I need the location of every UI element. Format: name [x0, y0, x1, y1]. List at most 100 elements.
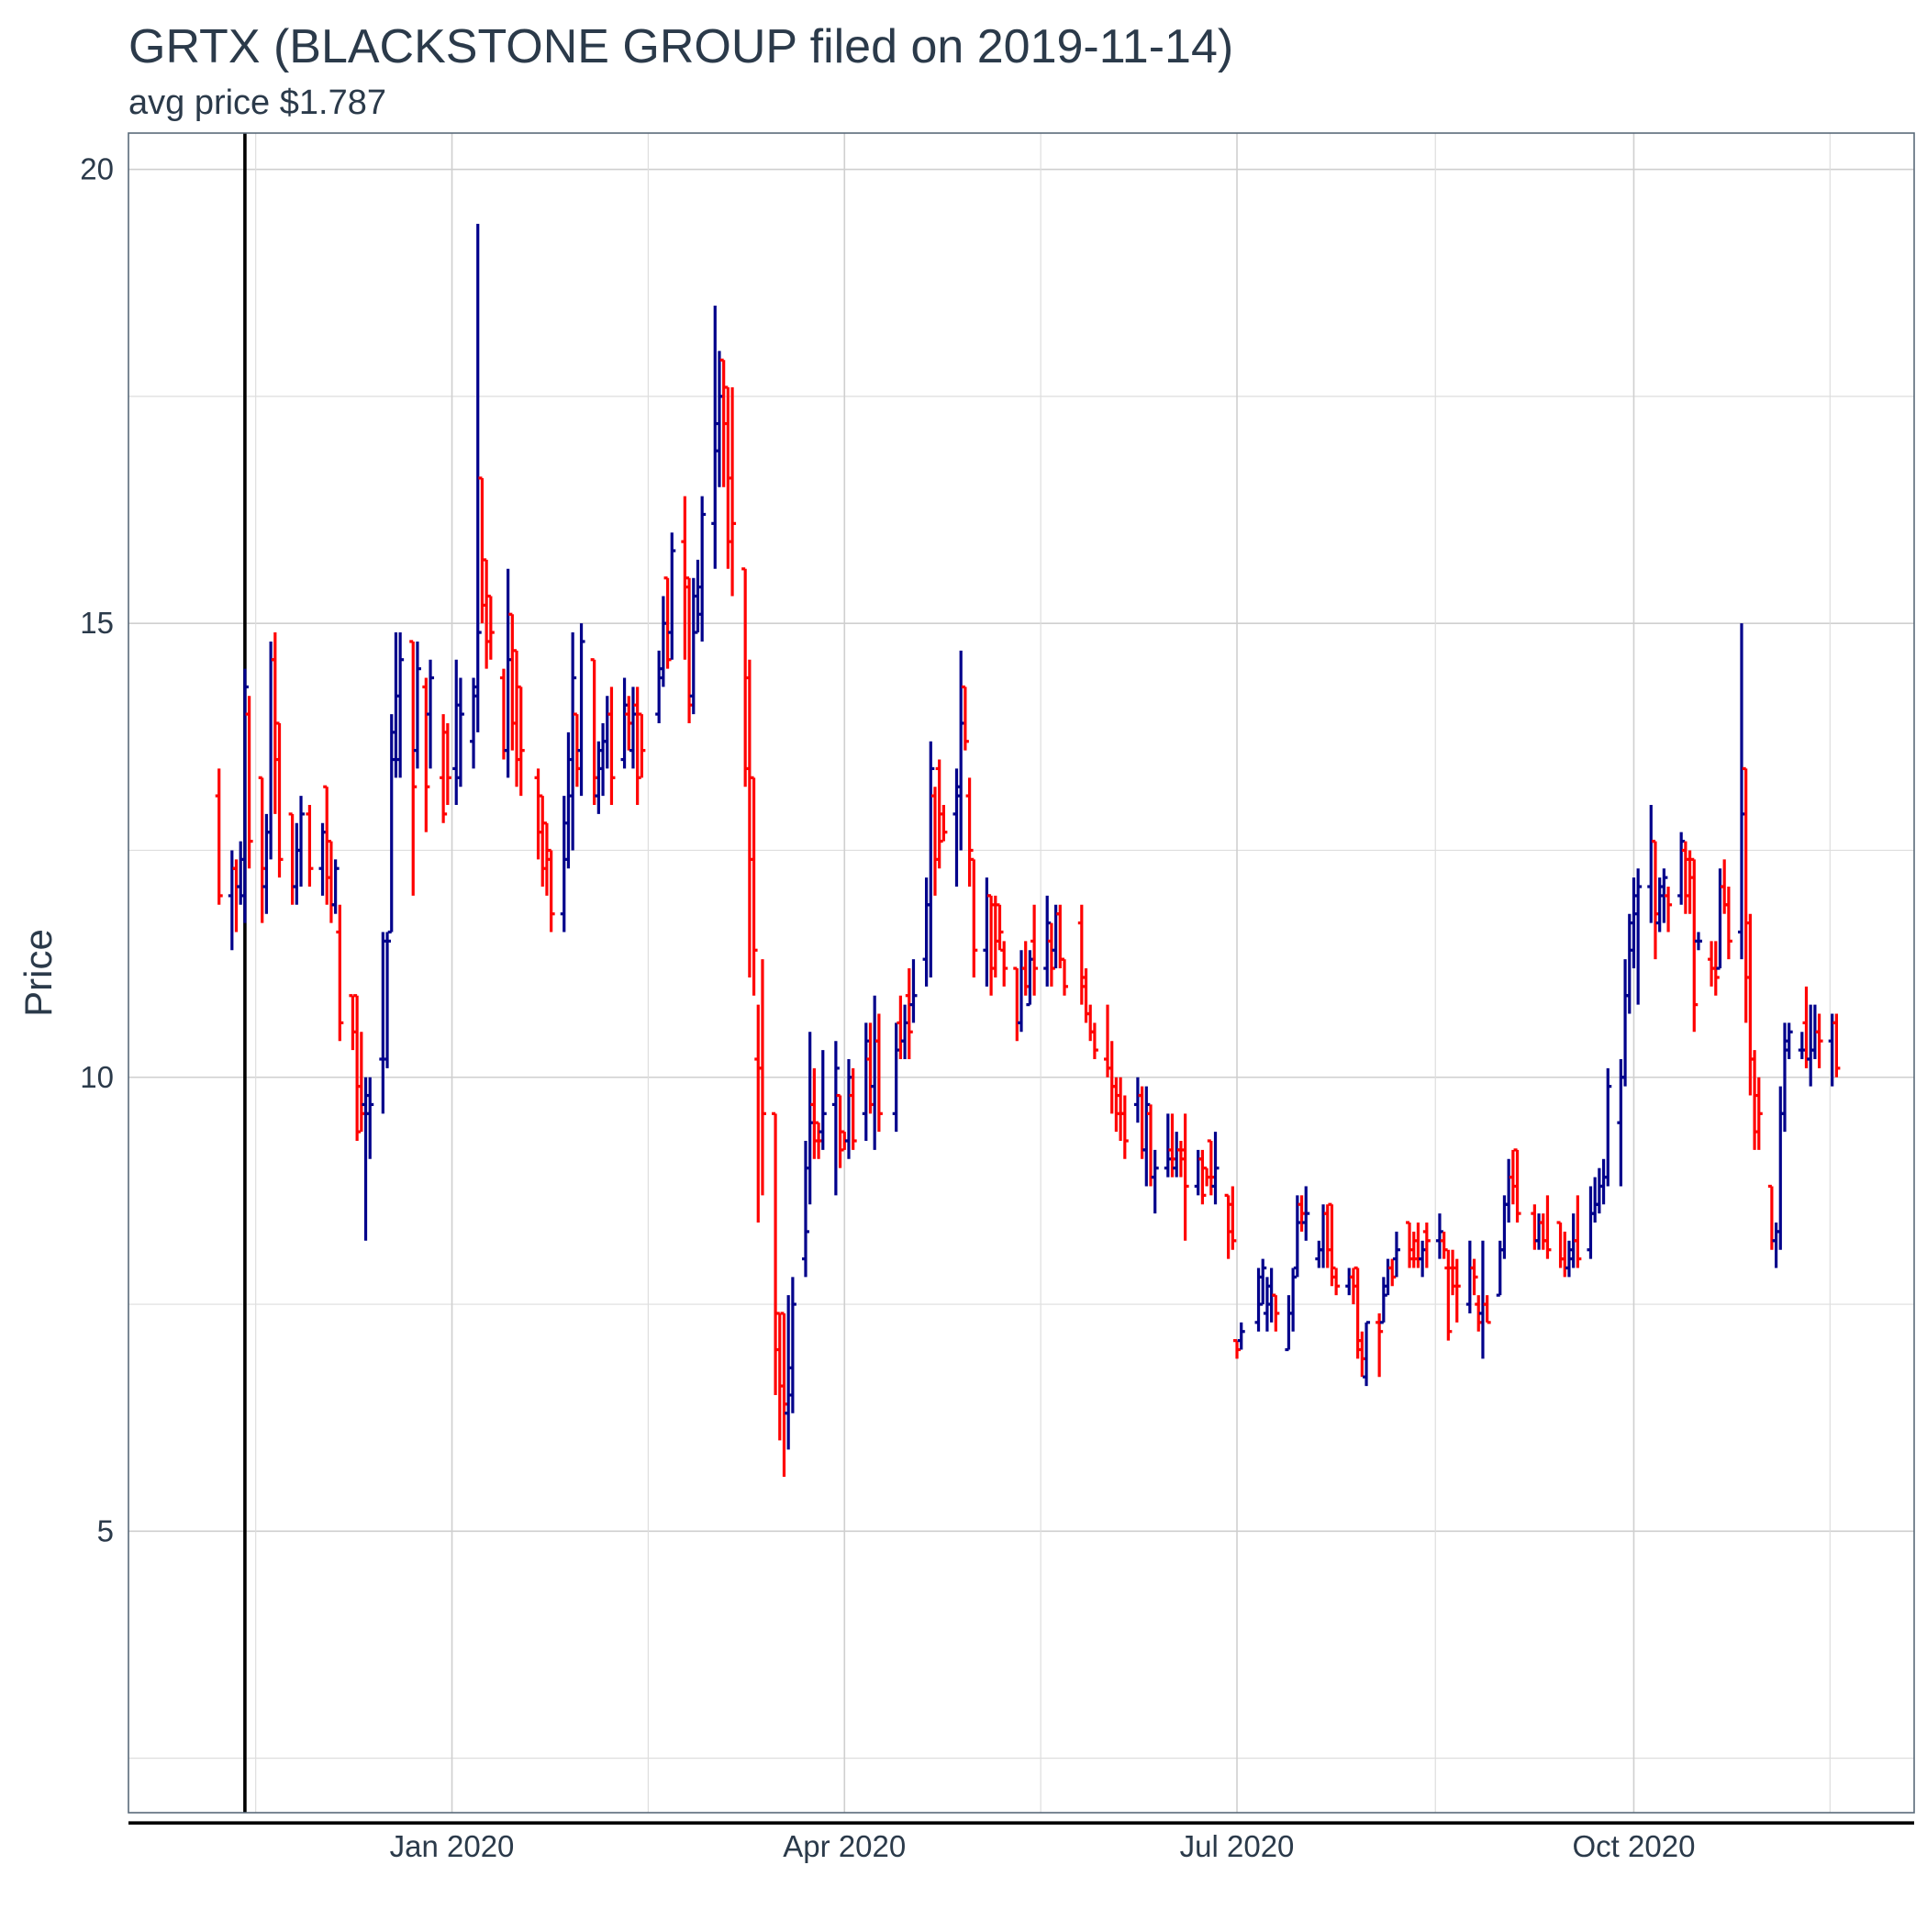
ohlc-bar [456, 677, 464, 787]
ohlc-bar [698, 496, 707, 642]
ohlc-bar [965, 777, 974, 888]
ohlc-bar [801, 1141, 809, 1278]
ohlc-bar [1665, 887, 1673, 932]
ohlc-bar [729, 386, 737, 597]
reference-lines [128, 133, 1914, 1825]
ohlc-bar [1832, 1013, 1841, 1078]
ohlc-bar [336, 904, 344, 1042]
y-tick-label: 20 [80, 152, 114, 186]
ohlc-bar [396, 632, 405, 778]
ohlc-bar [1660, 868, 1668, 923]
ohlc-bar [1604, 1067, 1612, 1187]
ohlc-bar [668, 532, 676, 660]
ohlc-bar [1634, 868, 1643, 1005]
ohlc-bar [1332, 1268, 1341, 1296]
ohlc-bar [1483, 1295, 1491, 1324]
ohlc-bar [819, 1050, 827, 1150]
ohlc-bar [1259, 1258, 1267, 1306]
x-tick-label: Apr 2020 [783, 1829, 906, 1863]
ohlc-bar [443, 722, 451, 805]
ohlc-bar [240, 668, 249, 923]
ohlc-bar [422, 677, 430, 832]
ohlc-bar [909, 959, 918, 1023]
x-tick-label: Oct 2020 [1573, 1829, 1696, 1863]
ohlc-bar [409, 640, 418, 896]
ohlc-bar [1237, 1322, 1245, 1350]
ohlc-bar [486, 594, 495, 660]
ohlc-bar [517, 685, 525, 797]
ohlc-bars [215, 223, 1841, 1477]
ohlc-bar [1151, 1149, 1159, 1214]
ohlc-bar [1198, 1149, 1207, 1205]
ohlc-bar [758, 959, 766, 1196]
ohlc-bar [1543, 1195, 1552, 1259]
ohlc-bar [1724, 887, 1732, 960]
grid [128, 133, 1914, 1813]
ohlc-bar [849, 1067, 857, 1150]
ohlc-bar [1229, 1186, 1237, 1250]
ohlc-bar [638, 712, 646, 778]
ohlc-bar [1815, 1013, 1823, 1068]
y-axis-ticks: 5 10 15 20 [80, 152, 114, 1548]
ohlc-bar [215, 768, 223, 905]
ohlc-bar [1470, 1258, 1478, 1296]
ohlc-bar [547, 848, 555, 932]
ohlc-bar [306, 805, 314, 888]
ohlc-bar [569, 632, 577, 851]
y-tick-label: 10 [80, 1060, 114, 1094]
y-axis-title: Price [17, 929, 60, 1017]
ohlc-bar [1694, 932, 1702, 951]
ohlc-bar [1000, 941, 1008, 987]
ohlc-bar [413, 641, 421, 769]
ohlc-bar [384, 932, 392, 1068]
ohlc-bar [1181, 1113, 1189, 1241]
ohlc-bar [927, 741, 935, 977]
ohlc-bar [1090, 1022, 1098, 1059]
ohlc-bar [961, 685, 969, 751]
ohlc-bar [607, 687, 616, 805]
y-tick-label: 15 [80, 606, 114, 640]
ohlc-bar [905, 968, 913, 1059]
x-tick-label: Jul 2020 [1180, 1829, 1295, 1863]
y-tick-label: 5 [97, 1513, 114, 1547]
plot-frame [128, 132, 1915, 1814]
ohlc-bar [275, 721, 284, 878]
ohlc-bar [1302, 1186, 1310, 1241]
ohlc-bar [1272, 1293, 1280, 1332]
ohlc-bar [440, 714, 448, 823]
ohlc-bar [1422, 1223, 1431, 1268]
ohlc-bar [473, 223, 482, 732]
ohlc-bar [331, 859, 340, 914]
x-axis-ticks: Jan 2020 Apr 2020 Jul 2020 Oct 2020 [390, 1829, 1696, 1863]
ohlc-bar [1785, 1022, 1793, 1059]
ohlc-bar [1392, 1231, 1400, 1278]
ohlc-bar [788, 1277, 796, 1413]
ohlc-bar [831, 1041, 840, 1196]
x-tick-label: Jan 2020 [390, 1829, 515, 1863]
ohlc-bar [297, 796, 306, 888]
ohlc-bar [996, 903, 1004, 951]
chart-subtitle: avg price $1.787 [128, 84, 386, 122]
ohlc-bar [750, 776, 758, 996]
ohlc-bar [366, 1077, 374, 1159]
ohlc-bar [427, 659, 435, 769]
ohlc-bar [1061, 957, 1069, 996]
ohlc-bar [940, 805, 948, 842]
ohlc-bar [1444, 1249, 1453, 1341]
ohlc-bar [1711, 941, 1720, 996]
ohlc-bar [874, 1013, 883, 1133]
ohlc-bar [1376, 1312, 1384, 1378]
ohlc-bar [1513, 1148, 1521, 1223]
ohlc-bar [1754, 1077, 1763, 1150]
ohlc-bar [577, 623, 585, 797]
ohlc-bar [245, 696, 253, 869]
ohlc-bar [1120, 1095, 1129, 1159]
chart-title: GRTX (BLACKSTONE GROUP filed on 2019-11-… [128, 20, 1233, 73]
ohlc-bar [1690, 857, 1699, 1033]
ohlc-bar [1211, 1132, 1220, 1205]
ohlc-bar [1030, 904, 1039, 996]
ohlc-bar [1453, 1258, 1461, 1323]
